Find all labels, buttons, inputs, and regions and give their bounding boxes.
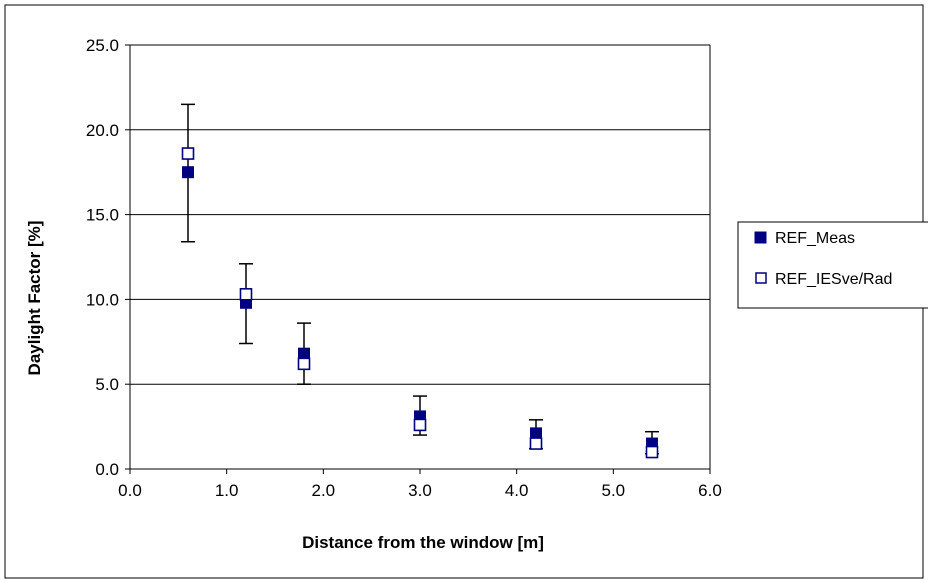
marker-ref-iesve-rad [529,437,543,450]
marker-ref-iesve-rad [645,445,659,459]
x-tick-label: 1.0 [215,481,239,500]
y-tick-label: 25.0 [86,36,119,55]
marker-ref-meas [298,347,310,360]
y-tick-label: 5.0 [95,375,119,394]
x-tick-label: 2.0 [312,481,336,500]
data-markers [181,147,659,459]
legend-label-ref-meas: REF_Meas [775,230,855,247]
marker-ref-iesve-rad [239,288,253,301]
x-tick-label: 3.0 [408,481,432,500]
x-axis-title: Distance from the window [m] [302,533,544,552]
x-tick-label: 4.0 [505,481,529,500]
marker-ref-meas [182,166,194,179]
marker-ref-iesve-rad [297,357,311,371]
legend-marker-open-square [755,272,767,284]
legend: REF_Meas REF_IESve/Rad [737,221,928,309]
legend-label-ref-iesve-rad: REF_IESve/Rad [775,271,892,288]
x-tick-label: 0.0 [118,481,142,500]
y-tick-label: 15.0 [86,206,119,225]
legend-marker-filled-square [754,231,767,244]
legend-box [737,221,928,309]
y-tick-label: 20.0 [86,121,119,140]
marker-ref-iesve-rad [181,147,195,160]
x-tick-label: 6.0 [698,481,722,500]
axes: 0.0 5.0 10.0 15.0 20.0 25.0 0.0 1.0 2.0 3.0 4.0 5.0… [86,36,722,500]
y-axis-title: Daylight Factor [%] [25,221,44,376]
marker-ref-iesve-rad [413,418,427,432]
y-tick-label: 10.0 [86,290,119,309]
marker-ref-meas [530,427,542,440]
x-tick-label: 5.0 [602,481,626,500]
gridlines [130,44,711,469]
y-tick-label: 0.0 [95,460,119,479]
